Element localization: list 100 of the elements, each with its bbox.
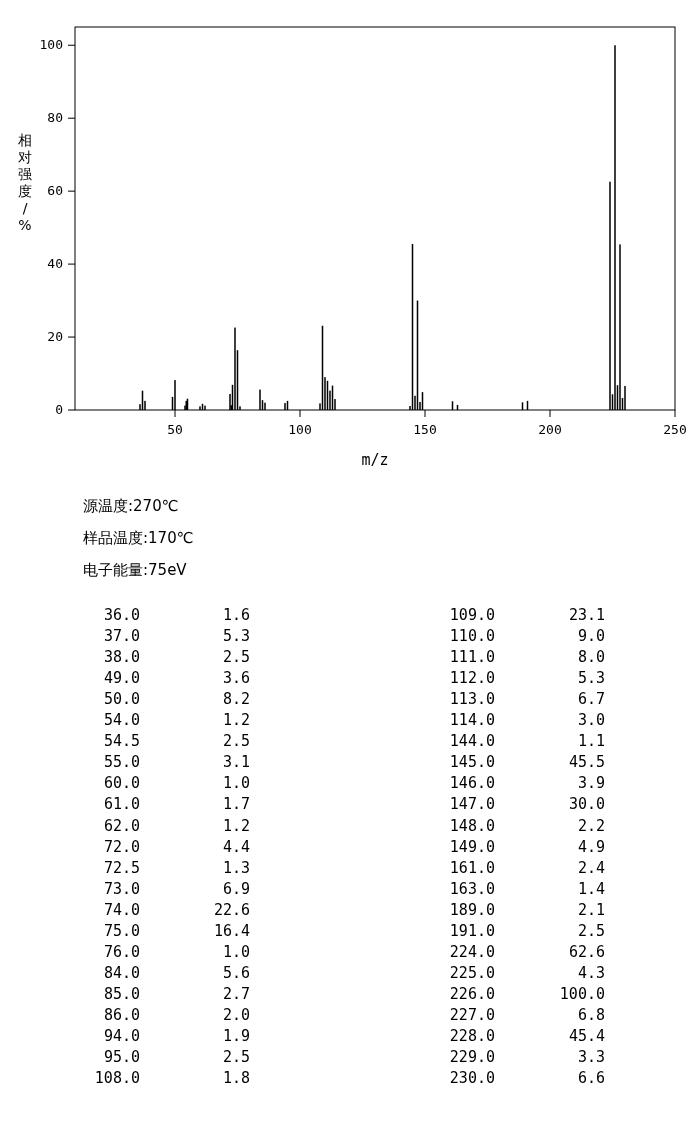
data-label: 4.4: [222, 837, 250, 856]
data-label: 1.2: [222, 711, 250, 730]
data-label: 3.1: [222, 753, 250, 772]
category-label: 163.0: [449, 879, 495, 898]
category-label: 60.0: [103, 774, 140, 793]
data-label: 2.5: [577, 921, 605, 940]
data-label: 16.4: [213, 921, 250, 940]
data-label: 8.2: [222, 690, 250, 709]
category-label: 72.5: [103, 858, 140, 877]
x-tick-label: 200: [538, 422, 562, 437]
category-label: 54.5: [103, 732, 140, 751]
x-tick-label: 150: [413, 422, 437, 437]
y-tick-label: 40: [47, 256, 63, 272]
category-label: 189.0: [449, 900, 495, 919]
category-label: 148.0: [449, 816, 495, 835]
category-label: 227.0: [449, 1005, 495, 1024]
data-label: 1.6: [222, 606, 250, 624]
category-label: 86.0: [103, 1005, 140, 1024]
category-label: 84.0: [103, 963, 140, 982]
data-label: 2.5: [222, 648, 250, 667]
category-label: 146.0: [449, 774, 495, 793]
category-label: 49.0: [103, 669, 140, 688]
data-label: 6.9: [222, 879, 250, 898]
data-label: 8.0: [577, 648, 605, 667]
category-label: 50.0: [103, 690, 140, 709]
category-label: 149.0: [449, 837, 495, 856]
category-label: 145.0: [449, 753, 495, 772]
category-label: 73.0: [103, 879, 140, 898]
category-label: 36.0: [103, 606, 140, 624]
y-tick-label: 100: [39, 37, 63, 53]
data-label: 62.6: [568, 942, 605, 961]
category-label: 191.0: [449, 921, 495, 940]
data-label: 2.5: [222, 732, 250, 751]
x-tick-label: 250: [663, 422, 687, 437]
y-tick-label: 20: [47, 329, 63, 345]
category-label: 38.0: [103, 648, 140, 667]
category-label: 144.0: [449, 732, 495, 751]
data-label: 1.0: [222, 942, 250, 961]
data-label: 22.6: [213, 900, 250, 919]
data-label: 2.1: [577, 900, 605, 919]
data-label: 6.8: [577, 1005, 605, 1024]
data-label: 5.3: [577, 669, 605, 688]
category-label: 147.0: [449, 795, 495, 814]
data-label: 1.8: [222, 1069, 250, 1088]
data-label: 2.7: [222, 984, 250, 1003]
data-label: 3.0: [577, 711, 605, 730]
data-label: 6.7: [577, 690, 605, 709]
data-label: 1.1: [577, 732, 605, 751]
x-tick-label: 100: [288, 422, 312, 437]
category-label: 226.0: [449, 984, 495, 1003]
data-label: 5.3: [222, 627, 250, 646]
data-label: 2.4: [577, 858, 605, 877]
category-label: 95.0: [103, 1048, 140, 1067]
data-label: 1.0: [222, 774, 250, 793]
category-label: 94.0: [103, 1027, 140, 1045]
y-tick-label: 60: [47, 183, 63, 199]
data-label: 4.3: [577, 963, 605, 982]
data-label: 2.0: [222, 1005, 250, 1024]
data-label: 1.2: [222, 816, 250, 835]
data-label: 1.9: [222, 1027, 250, 1045]
data-label: 45.5: [568, 753, 605, 772]
data-label: 1.4: [577, 879, 605, 898]
category-label: 55.0: [103, 753, 140, 772]
category-label: 108.0: [94, 1069, 140, 1088]
data-label: 6.6: [577, 1069, 605, 1088]
data-label: 3.3: [577, 1048, 605, 1067]
category-label: 76.0: [103, 942, 140, 961]
category-label: 112.0: [449, 669, 495, 688]
data-label: 30.0: [568, 795, 605, 814]
category-label: 224.0: [449, 942, 495, 961]
x-axis-title: m/z: [361, 451, 389, 469]
category-label: 109.0: [449, 606, 495, 624]
category-label: 74.0: [103, 900, 140, 919]
data-label: 100.0: [559, 984, 605, 1003]
category-label: 62.0: [103, 816, 140, 835]
category-label: 54.0: [103, 711, 140, 730]
text: 电子能量:75eV: [83, 561, 188, 579]
data-label: 4.9: [577, 837, 605, 856]
y-tick-label: 80: [47, 110, 63, 126]
category-label: 110.0: [449, 627, 495, 646]
category-label: 75.0: [103, 921, 140, 940]
data-label: 9.0: [577, 627, 605, 646]
category-label: 85.0: [103, 984, 140, 1003]
x-tick-label: 50: [167, 422, 183, 437]
text: 样品温度:170℃: [83, 529, 194, 547]
data-label: 1.3: [222, 858, 250, 877]
category-label: 113.0: [449, 690, 495, 709]
data-label: 23.1: [568, 606, 605, 624]
category-label: 72.0: [103, 837, 140, 856]
data-label: 3.6: [222, 669, 250, 688]
y-axis-title: 相对强度/%: [18, 132, 32, 233]
data-label: 45.4: [568, 1027, 605, 1045]
category-label: 230.0: [449, 1069, 495, 1088]
data-label: 2.2: [577, 816, 605, 835]
data-label: 1.7: [222, 795, 250, 814]
category-label: 114.0: [449, 711, 495, 730]
category-label: 229.0: [449, 1048, 495, 1067]
category-label: 37.0: [103, 627, 140, 646]
category-label: 225.0: [449, 963, 495, 982]
data-label: 5.6: [222, 963, 250, 982]
